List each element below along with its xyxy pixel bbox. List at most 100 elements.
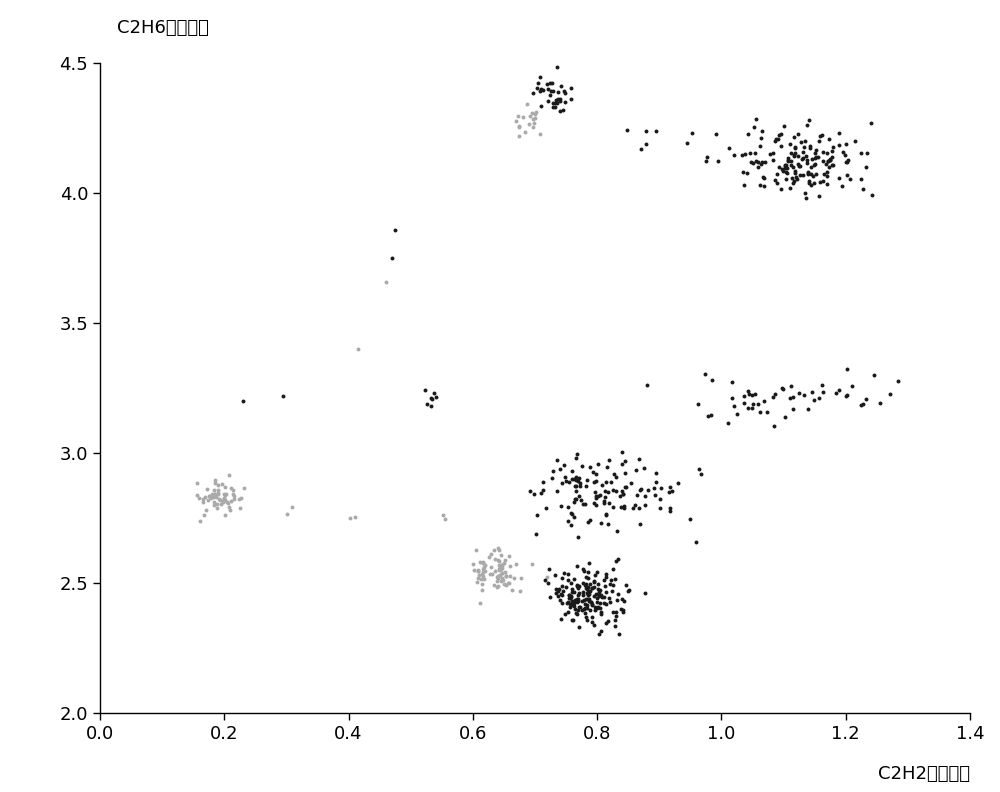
- Point: [470, 571, 486, 584]
- Point: [233, 492, 249, 505]
- Point: [483, 561, 499, 573]
- Point: [500, 577, 516, 589]
- Point: [662, 481, 678, 493]
- Point: [721, 142, 737, 154]
- Point: [605, 483, 621, 496]
- Point: [765, 147, 781, 160]
- Point: [724, 392, 740, 405]
- Point: [569, 596, 585, 608]
- Point: [855, 182, 871, 195]
- Point: [216, 493, 232, 505]
- Point: [599, 460, 615, 473]
- Point: [767, 173, 783, 186]
- Point: [769, 177, 785, 189]
- Point: [576, 565, 592, 577]
- Point: [469, 576, 485, 588]
- Point: [574, 460, 590, 473]
- Point: [493, 558, 509, 571]
- Point: [527, 107, 543, 120]
- Point: [777, 159, 793, 172]
- Point: [596, 574, 612, 587]
- Point: [811, 135, 827, 147]
- Point: [811, 189, 827, 202]
- Point: [232, 501, 248, 514]
- Point: [490, 554, 506, 566]
- Point: [783, 155, 799, 168]
- Point: [206, 490, 222, 503]
- Point: [582, 577, 598, 590]
- Point: [807, 158, 823, 170]
- Point: [564, 582, 580, 595]
- Point: [215, 496, 231, 508]
- Point: [576, 593, 592, 606]
- Point: [210, 483, 226, 496]
- Point: [597, 484, 613, 497]
- Point: [882, 387, 898, 400]
- Point: [554, 477, 570, 489]
- Point: [587, 601, 603, 614]
- Point: [598, 598, 614, 611]
- Point: [806, 158, 822, 171]
- Point: [575, 588, 591, 601]
- Point: [831, 126, 847, 139]
- Point: [708, 128, 724, 140]
- Point: [815, 155, 831, 168]
- Point: [387, 223, 403, 236]
- Point: [207, 474, 223, 486]
- Point: [556, 85, 572, 97]
- Point: [526, 487, 542, 500]
- Point: [801, 177, 817, 189]
- Point: [567, 603, 583, 615]
- Point: [219, 495, 235, 508]
- Point: [474, 568, 490, 581]
- Point: [565, 598, 581, 611]
- Point: [661, 485, 677, 498]
- Point: [584, 581, 600, 594]
- Point: [217, 481, 233, 493]
- Point: [824, 145, 840, 158]
- Point: [527, 112, 543, 124]
- Point: [568, 470, 584, 483]
- Point: [774, 163, 790, 176]
- Point: [494, 559, 510, 572]
- Point: [837, 148, 853, 161]
- Point: [584, 597, 600, 610]
- Point: [574, 604, 590, 616]
- Point: [589, 565, 605, 578]
- Point: [613, 501, 629, 514]
- Point: [632, 483, 648, 496]
- Point: [587, 604, 603, 616]
- Point: [474, 577, 490, 590]
- Point: [614, 485, 630, 497]
- Point: [575, 497, 591, 510]
- Point: [839, 155, 855, 168]
- Point: [495, 574, 511, 587]
- Point: [552, 92, 568, 105]
- Point: [598, 508, 614, 521]
- Point: [545, 101, 561, 113]
- Point: [736, 178, 752, 191]
- Point: [594, 478, 610, 491]
- Point: [525, 86, 541, 99]
- Point: [539, 77, 555, 89]
- Point: [797, 187, 813, 200]
- Point: [506, 572, 522, 584]
- Point: [189, 477, 205, 489]
- Point: [486, 579, 502, 592]
- Point: [593, 588, 609, 601]
- Point: [493, 549, 509, 562]
- Point: [608, 606, 624, 619]
- Point: [600, 485, 616, 498]
- Point: [428, 390, 444, 403]
- Point: [589, 602, 605, 615]
- Point: [566, 597, 582, 610]
- Point: [814, 128, 830, 141]
- Point: [596, 596, 612, 609]
- Point: [839, 388, 855, 401]
- Point: [600, 518, 616, 531]
- Point: [525, 121, 541, 134]
- Point: [804, 386, 820, 398]
- Point: [561, 588, 577, 601]
- Point: [570, 531, 586, 544]
- Point: [807, 147, 823, 159]
